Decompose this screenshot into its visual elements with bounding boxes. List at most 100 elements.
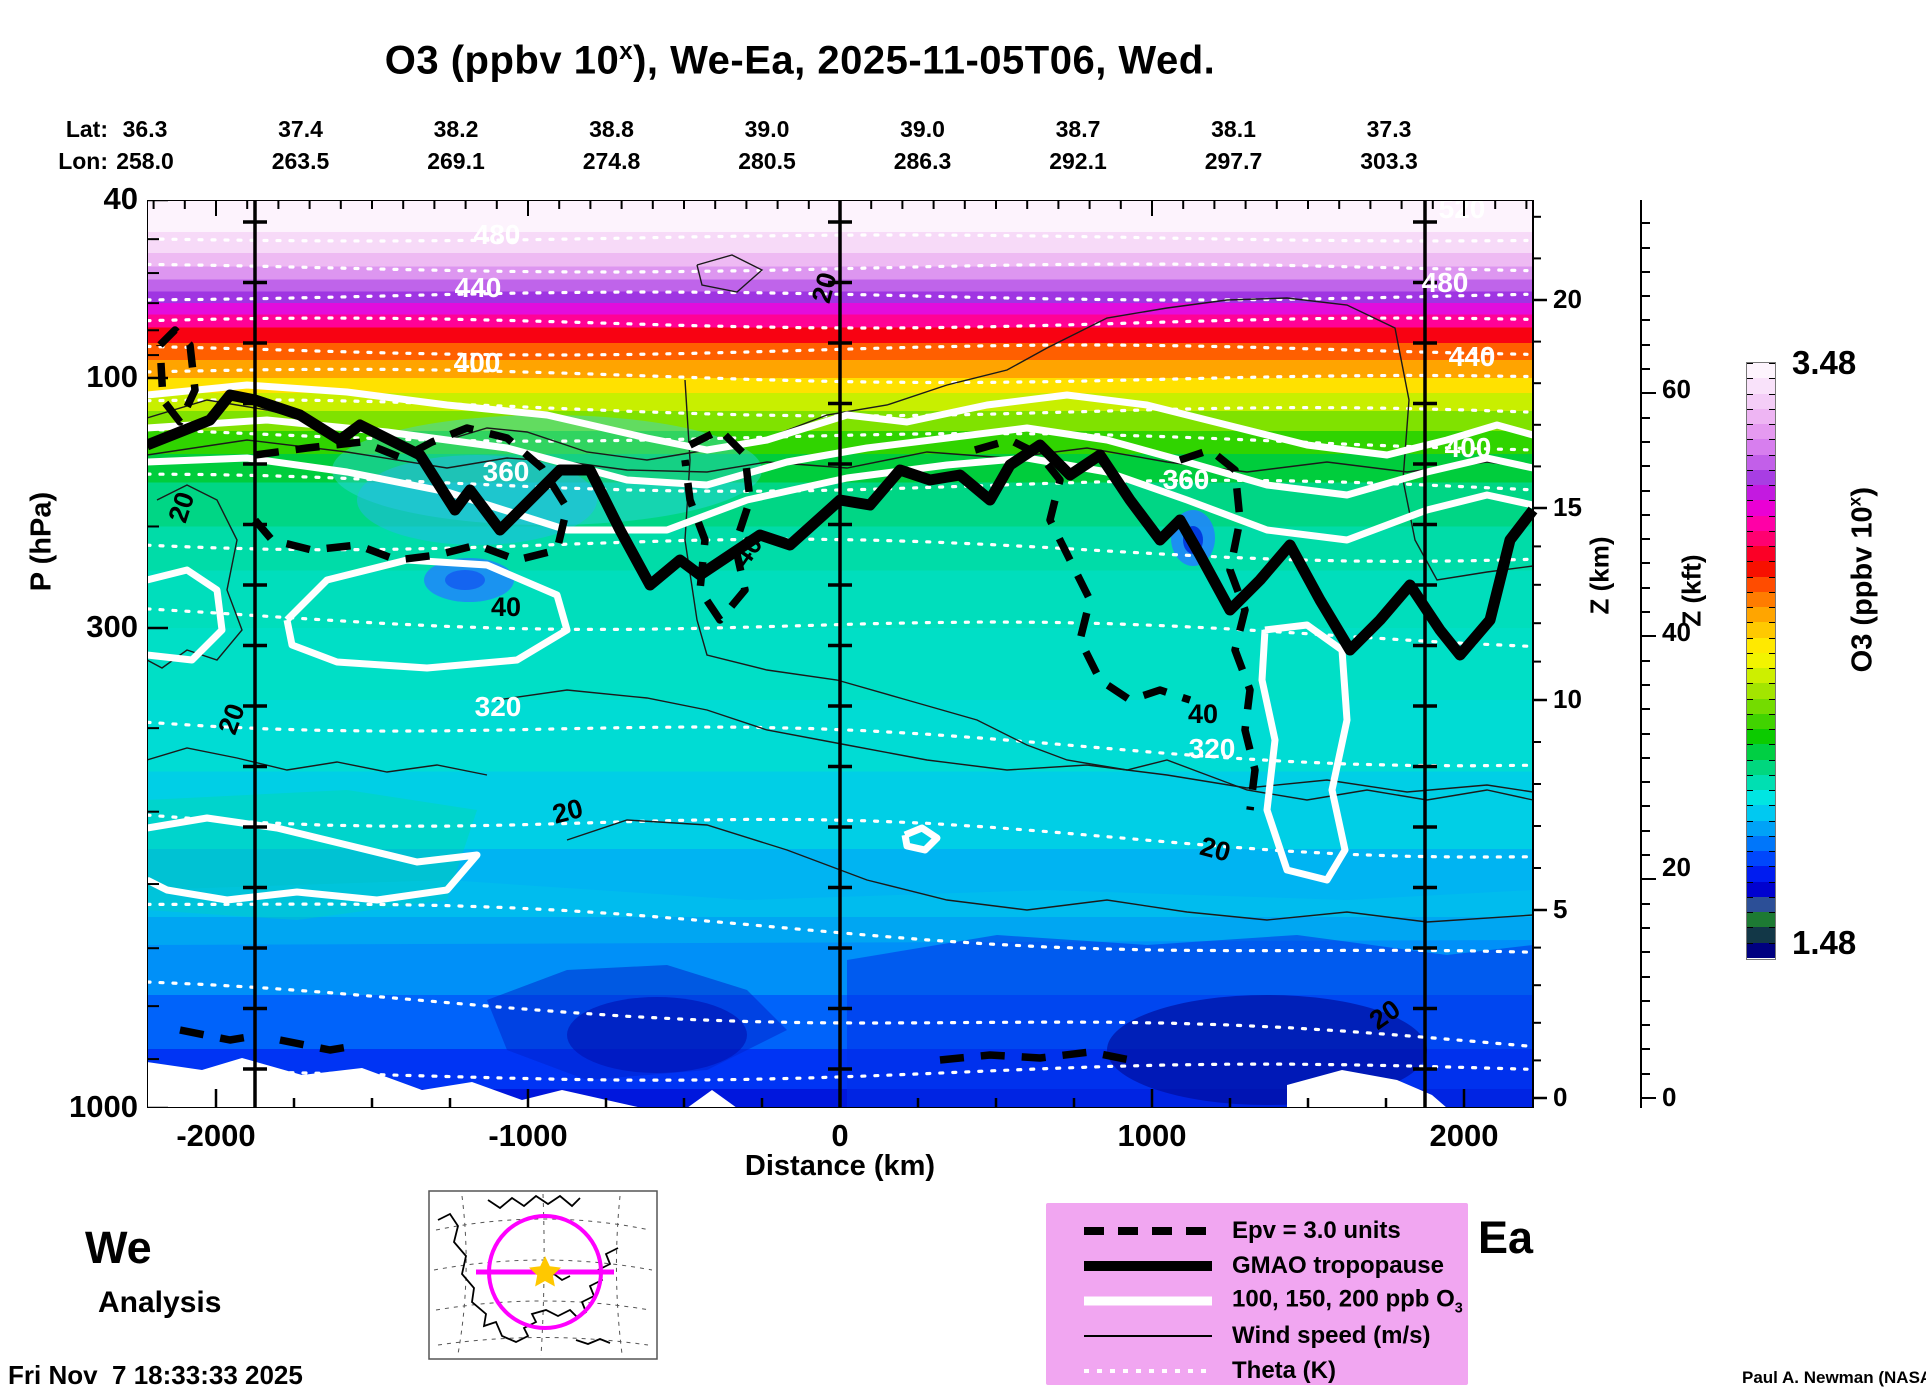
colorbar-band bbox=[1747, 469, 1775, 486]
colorbar-tick bbox=[1769, 652, 1775, 654]
colorbar-band bbox=[1747, 881, 1775, 898]
zkft-axis-tick bbox=[1642, 270, 1650, 273]
wind-speed-contour bbox=[147, 439, 1534, 473]
colorbar-tick bbox=[1747, 851, 1753, 853]
colorbar-tick bbox=[1747, 927, 1753, 929]
colorbar-tick bbox=[1747, 668, 1753, 670]
terrain-cutout bbox=[687, 1090, 737, 1108]
colorbar-tick bbox=[1747, 408, 1753, 410]
theta-contour-label: 520 bbox=[1439, 200, 1486, 224]
lon-value: 292.1 bbox=[1049, 148, 1107, 174]
legend-item: Wind speed (m/s) bbox=[1046, 1318, 1468, 1353]
theta-contour bbox=[147, 290, 1529, 302]
colorbar-band bbox=[1747, 424, 1775, 440]
title-suffix: ), We-Ea, 2025-11-05T06, Wed. bbox=[633, 38, 1216, 83]
colorbar-max-label: 3.48 bbox=[1792, 344, 1857, 381]
zkft-axis-tick bbox=[1642, 465, 1650, 468]
colorbar-tick bbox=[1769, 363, 1775, 364]
lat-value: 38.8 bbox=[589, 116, 634, 142]
theta-contour bbox=[147, 233, 1529, 243]
colorbar-tick bbox=[1769, 637, 1775, 639]
title-prefix: O3 (ppbv 10 bbox=[384, 38, 620, 83]
colorbar-tick bbox=[1747, 607, 1753, 609]
colorbar-tick bbox=[1747, 469, 1753, 471]
wind-speed-contour bbox=[496, 689, 1534, 793]
zkft-axis-tick-label: 20 bbox=[1662, 852, 1691, 882]
ozone-ppb-contour bbox=[147, 416, 1534, 499]
zkm-axis-title: Z (km) bbox=[1584, 536, 1615, 615]
ozone-ppb-contour bbox=[147, 454, 1534, 544]
zkft-axis-tick bbox=[1642, 562, 1650, 565]
colorbar-band bbox=[1747, 561, 1775, 578]
colorbar-tick bbox=[1769, 774, 1775, 776]
lon-value: 297.7 bbox=[1204, 148, 1263, 174]
timestamp-label: Fri Nov 7 18:33:33 2025 bbox=[8, 1360, 303, 1390]
wind-speed-contour-label: 40 bbox=[1188, 699, 1218, 729]
legend-item-label: Epv = 3.0 units bbox=[1232, 1216, 1401, 1244]
lat-value: 37.3 bbox=[1366, 116, 1412, 142]
colorbar-tick bbox=[1747, 591, 1753, 593]
thin-line-black-sample-icon bbox=[1084, 1334, 1212, 1337]
legend-item: Theta (K) bbox=[1046, 1353, 1468, 1388]
colorbar-tick bbox=[1769, 500, 1775, 502]
east-end-label: Ea bbox=[1478, 1212, 1534, 1263]
colorbar-tick bbox=[1747, 683, 1753, 685]
colorbar-band bbox=[1747, 820, 1775, 837]
theta-contour-label: 480 bbox=[474, 219, 521, 250]
colorbar-tick bbox=[1769, 820, 1775, 822]
colorbar-band bbox=[1747, 683, 1775, 700]
zkft-axis-tick bbox=[1642, 222, 1650, 225]
colorbar-band bbox=[1747, 576, 1775, 593]
zkft-axis-tick bbox=[1642, 586, 1650, 589]
epv-contour bbox=[179, 1026, 261, 1044]
zkft-axis-tick bbox=[1642, 538, 1650, 541]
theta-contour bbox=[147, 537, 1529, 564]
zkm-axis-tick-label: 5 bbox=[1553, 894, 1568, 924]
colorbar-tick bbox=[1769, 744, 1775, 746]
zkft-axis-tick bbox=[1642, 513, 1650, 516]
colorbar-tick bbox=[1769, 912, 1775, 914]
colorbar-band bbox=[1747, 729, 1775, 745]
colorbar-title: O3 (ppbv 10x) bbox=[1845, 487, 1880, 672]
zkft-axis-tick bbox=[1642, 854, 1650, 856]
title-superscript: x bbox=[619, 38, 634, 65]
lat-value: 38.1 bbox=[1211, 116, 1256, 142]
colorbar-tick bbox=[1769, 866, 1775, 868]
colorbar-tick bbox=[1747, 637, 1753, 639]
ozone-ppb-contour bbox=[147, 566, 226, 664]
colorbar-tick bbox=[1747, 912, 1753, 914]
colorbar-tick bbox=[1747, 713, 1753, 715]
p-axis-tick-label: 300 bbox=[86, 609, 138, 644]
map-location-star-icon bbox=[529, 1256, 561, 1287]
zkft-axis-tick bbox=[1642, 999, 1650, 1002]
colorbar-min-label: 1.48 bbox=[1792, 924, 1857, 961]
epv-contour bbox=[252, 424, 571, 564]
colorbar-tick bbox=[1769, 530, 1775, 532]
colorbar-tick bbox=[1747, 881, 1753, 883]
colorbar-band bbox=[1747, 652, 1775, 669]
theta-contour-label: 480 bbox=[1422, 267, 1469, 298]
theta-contour-label: 360 bbox=[483, 456, 530, 487]
colorbar-tick bbox=[1747, 378, 1753, 380]
zkft-axis-title: Z (kft) bbox=[1676, 554, 1707, 627]
lon-row-label: Lon: bbox=[58, 148, 108, 174]
lat-row: 36.3 37.4 38.2 38.8 39.0 39.0 38.7 38.1 37.3 bbox=[95, 116, 1439, 143]
colorbar-band bbox=[1747, 912, 1775, 928]
zkft-axis-tick bbox=[1642, 902, 1650, 905]
zkft-axis-tick-label: 0 bbox=[1662, 1082, 1677, 1112]
colorbar-band bbox=[1747, 774, 1775, 791]
zkft-axis-tick bbox=[1642, 611, 1650, 613]
colorbar-tick bbox=[1747, 485, 1753, 487]
terrain-cutout bbox=[1287, 1070, 1447, 1108]
colorbar-tick bbox=[1747, 729, 1753, 731]
zkft-axis-tick bbox=[1642, 659, 1650, 662]
colorbar-tick bbox=[1769, 698, 1775, 700]
zkft-axis-tick bbox=[1642, 1097, 1656, 1099]
lon-value: 274.8 bbox=[582, 148, 641, 174]
epv-contour bbox=[279, 1036, 361, 1054]
field-anomaly-blob bbox=[567, 997, 747, 1073]
legend: Epv = 3.0 units GMAO tropopause 100, 150, … bbox=[1046, 1203, 1468, 1385]
zkm-axis-tick-label: 15 bbox=[1553, 492, 1582, 522]
theta-contour-label: 360 bbox=[1163, 464, 1210, 495]
lat-row-label: Lat: bbox=[65, 116, 108, 142]
